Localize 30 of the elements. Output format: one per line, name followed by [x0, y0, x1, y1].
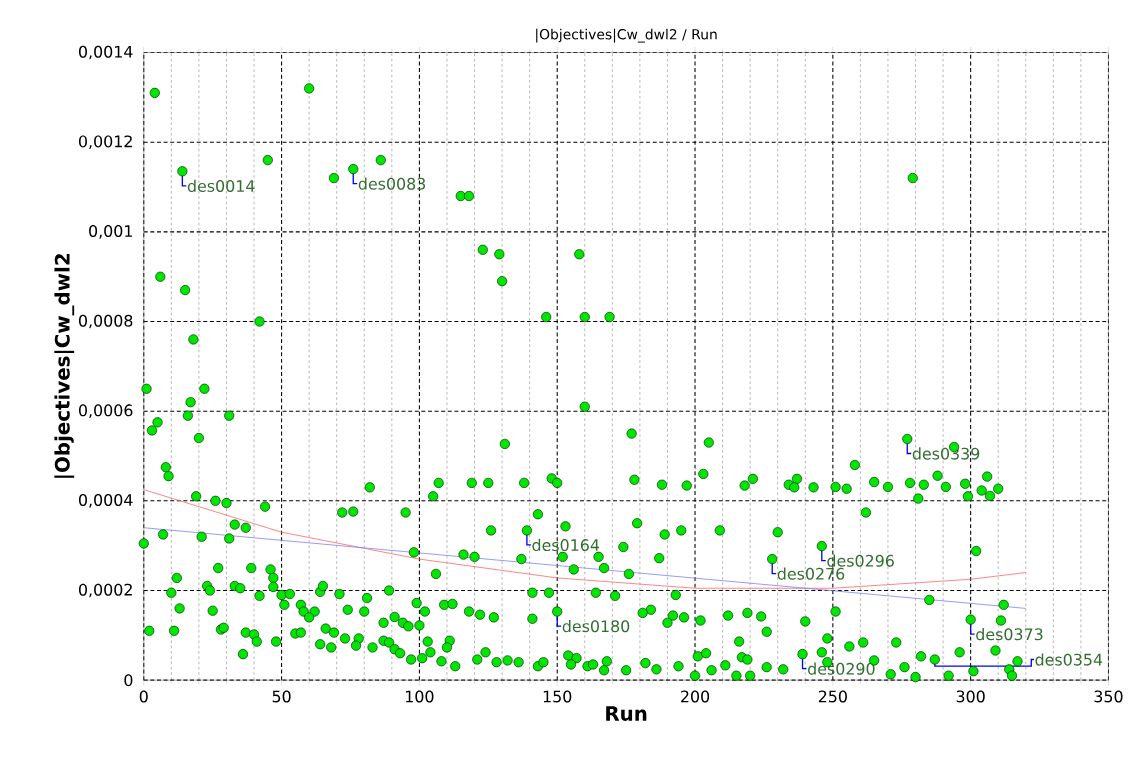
annotation: des0014: [187, 179, 255, 192]
y-tick-label: 0: [124, 673, 133, 686]
y-axis-title: |Objectives|Cw_dwl2: [54, 253, 75, 478]
y-tick-label: 0,0002: [78, 583, 132, 598]
y-tick-label: 0,0004: [78, 493, 133, 508]
line-series: [143, 489, 1027, 589]
x-tick-label: 100: [406, 690, 434, 703]
annotation: des0354: [1035, 653, 1103, 666]
y-tick-label: 0,0014: [78, 45, 133, 60]
x-tick-label: 250: [818, 690, 847, 703]
annotation: des0276: [777, 567, 845, 580]
x-tick-label: 200: [681, 690, 710, 703]
annotation: des0373: [976, 627, 1043, 641]
x-tick-label: 50: [272, 690, 291, 703]
x-tick-label: 150: [543, 690, 572, 703]
y-tick-label: 0,0008: [78, 314, 133, 329]
chart-title: |Objectives|Cw_dwl2 / Run: [536, 28, 717, 43]
x-tick-label: 0: [139, 690, 148, 703]
annotation: des0339: [912, 447, 980, 460]
x-axis-title: Run: [606, 706, 647, 721]
x-tick-label: 300: [956, 690, 985, 703]
annotation: des0164: [532, 538, 600, 551]
annotation: des0180: [562, 619, 630, 633]
annotation: des0296: [827, 554, 894, 567]
annotation: des0083: [358, 177, 426, 190]
y-tick-label: 0,0006: [78, 404, 133, 418]
annotation: des0290: [808, 662, 875, 675]
y-tick-label: 0,001: [89, 224, 132, 239]
y-tick-label: 0,0012: [78, 135, 132, 149]
x-tick-label: 350: [1094, 690, 1123, 703]
